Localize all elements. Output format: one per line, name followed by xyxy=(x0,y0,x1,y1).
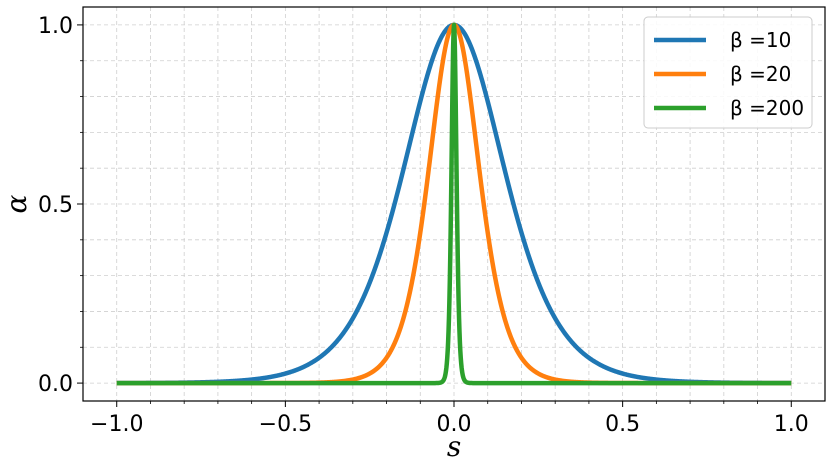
legend: β =10 β =20 β =200 xyxy=(643,16,813,129)
y-tick-label: 0.5 xyxy=(38,193,73,218)
x-axis-label: s xyxy=(447,430,461,463)
y-tick-label: 0.0 xyxy=(38,372,73,397)
legend-label: β =10 xyxy=(730,28,791,52)
x-tick-label: −0.5 xyxy=(259,412,312,437)
legend-label: β =200 xyxy=(730,96,804,120)
legend-label: β =20 xyxy=(730,62,791,86)
y-tick-label: 1.0 xyxy=(38,14,73,39)
x-tick-label: −1.0 xyxy=(90,412,143,437)
x-tick-label: 0.5 xyxy=(605,412,640,437)
legend-box xyxy=(643,16,813,129)
axis-ticks: −1.0 −0.5 0.0 0.5 1.0 0.0 0.5 1.0 xyxy=(38,14,809,437)
series-lines xyxy=(114,22,794,386)
y-axis-label: α xyxy=(0,194,33,213)
series-line-beta-200 xyxy=(114,22,794,386)
x-tick-label: 1.0 xyxy=(774,412,809,437)
x-tick-label: 0.0 xyxy=(437,412,472,437)
